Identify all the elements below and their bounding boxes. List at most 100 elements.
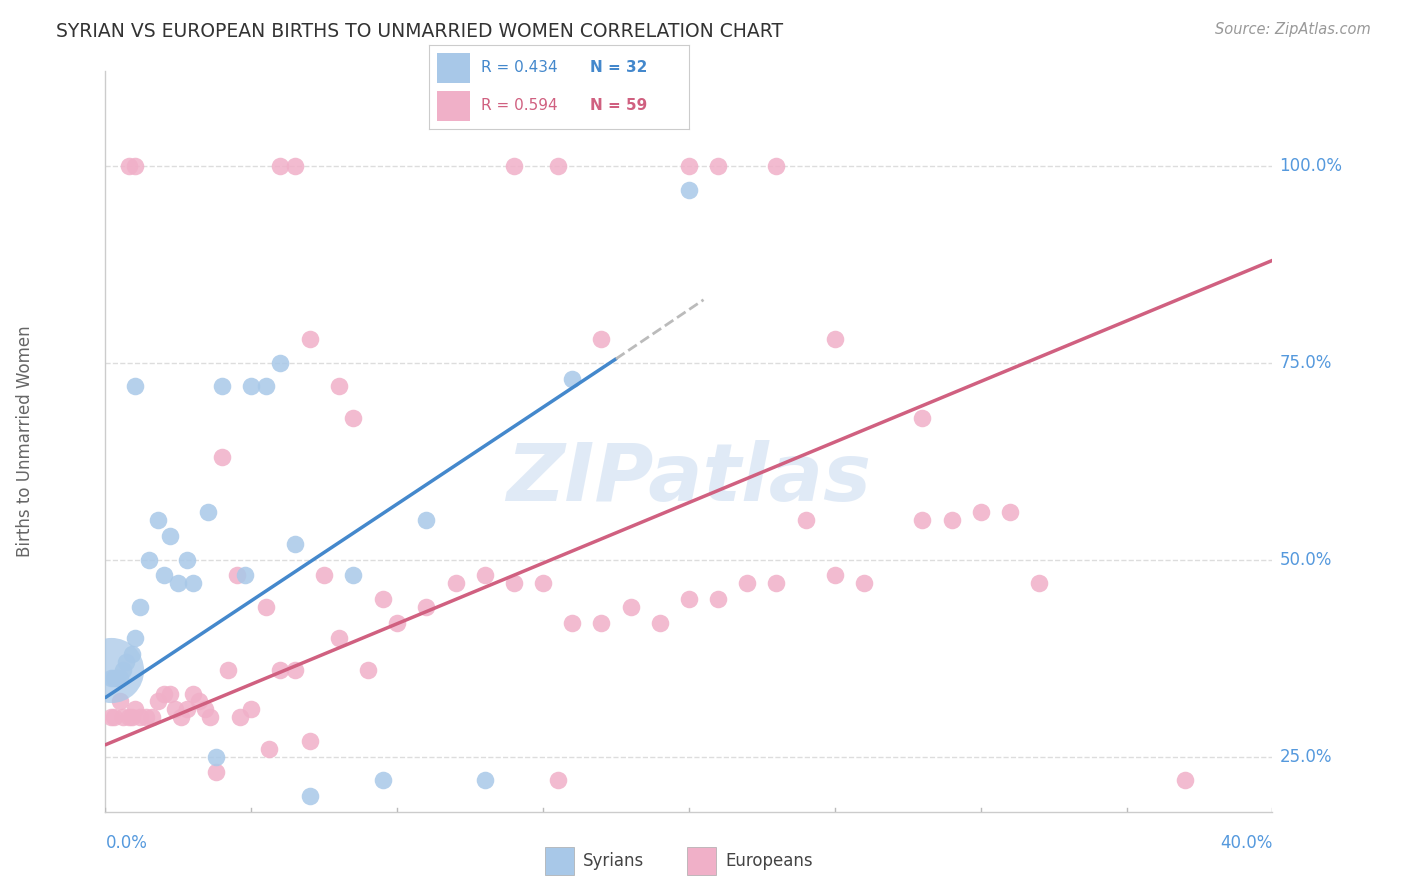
Point: [269, 159, 292, 173]
Point: [225, 568, 247, 582]
Point: [678, 159, 700, 173]
Point: [531, 576, 554, 591]
Point: [205, 765, 228, 780]
Point: [197, 505, 219, 519]
Point: [371, 592, 394, 607]
Point: [765, 159, 787, 173]
Text: Europeans: Europeans: [725, 852, 813, 870]
Point: [357, 663, 380, 677]
Text: N = 32: N = 32: [591, 60, 648, 75]
Point: [165, 702, 187, 716]
Bar: [437, 91, 471, 120]
Point: [105, 671, 128, 685]
Point: [100, 710, 122, 724]
Point: [284, 159, 307, 173]
Point: [474, 773, 496, 788]
Point: [205, 749, 228, 764]
Point: [415, 513, 437, 527]
Point: [129, 710, 152, 724]
Point: [100, 671, 122, 685]
Point: [167, 576, 190, 591]
Text: 0.0%: 0.0%: [105, 834, 148, 852]
Text: R = 0.594: R = 0.594: [481, 98, 557, 113]
Point: [103, 710, 125, 724]
Point: [385, 615, 408, 630]
Point: [103, 671, 125, 685]
Point: [100, 663, 122, 677]
Point: [314, 568, 336, 582]
Text: SYRIAN VS EUROPEAN BIRTHS TO UNMARRIED WOMEN CORRELATION CHART: SYRIAN VS EUROPEAN BIRTHS TO UNMARRIED W…: [56, 22, 783, 41]
Point: [591, 615, 613, 630]
Point: [146, 694, 169, 708]
Point: [707, 159, 730, 173]
Bar: [437, 54, 471, 83]
Point: [108, 671, 131, 685]
Point: [217, 663, 239, 677]
Point: [121, 647, 143, 661]
Point: [284, 537, 307, 551]
Bar: [688, 847, 716, 875]
Point: [257, 741, 280, 756]
Point: [561, 371, 583, 385]
Point: [115, 655, 138, 669]
Text: 75.0%: 75.0%: [1279, 354, 1331, 372]
Point: [998, 505, 1021, 519]
Point: [200, 710, 222, 724]
Point: [141, 710, 163, 724]
Point: [502, 576, 524, 591]
Point: [444, 576, 467, 591]
Point: [124, 159, 146, 173]
Point: [824, 332, 846, 346]
Point: [941, 513, 963, 527]
Point: [298, 734, 321, 748]
Point: [648, 615, 671, 630]
Point: [176, 702, 198, 716]
Point: [269, 356, 292, 370]
Point: [118, 159, 141, 173]
Point: [211, 379, 233, 393]
Point: [228, 710, 250, 724]
Bar: [544, 847, 574, 875]
Point: [181, 576, 204, 591]
Point: [619, 599, 641, 614]
Point: [181, 687, 204, 701]
Point: [911, 411, 934, 425]
Point: [342, 568, 364, 582]
Point: [547, 773, 569, 788]
Point: [342, 411, 364, 425]
Point: [152, 687, 174, 701]
Point: [124, 379, 146, 393]
Point: [1028, 576, 1050, 591]
Point: [852, 576, 875, 591]
Text: ZIPatlas: ZIPatlas: [506, 440, 872, 517]
Point: [298, 332, 321, 346]
Point: [111, 710, 134, 724]
Text: N = 59: N = 59: [591, 98, 647, 113]
Point: [254, 599, 277, 614]
Point: [824, 568, 846, 582]
Point: [176, 552, 198, 566]
Point: [152, 568, 174, 582]
Point: [121, 710, 143, 724]
Point: [591, 332, 613, 346]
Point: [561, 615, 583, 630]
Text: R = 0.434: R = 0.434: [481, 60, 557, 75]
Point: [135, 710, 157, 724]
Point: [1174, 773, 1197, 788]
Point: [146, 513, 169, 527]
Point: [678, 592, 700, 607]
Point: [371, 773, 394, 788]
Text: 100.0%: 100.0%: [1279, 157, 1343, 175]
Point: [170, 710, 193, 724]
Point: [328, 379, 350, 393]
Point: [194, 702, 217, 716]
Point: [124, 702, 146, 716]
Point: [794, 513, 817, 527]
Point: [474, 568, 496, 582]
Text: 40.0%: 40.0%: [1220, 834, 1272, 852]
Point: [547, 159, 569, 173]
Point: [969, 505, 991, 519]
Point: [678, 182, 700, 196]
Text: 50.0%: 50.0%: [1279, 550, 1331, 569]
Point: [235, 568, 257, 582]
